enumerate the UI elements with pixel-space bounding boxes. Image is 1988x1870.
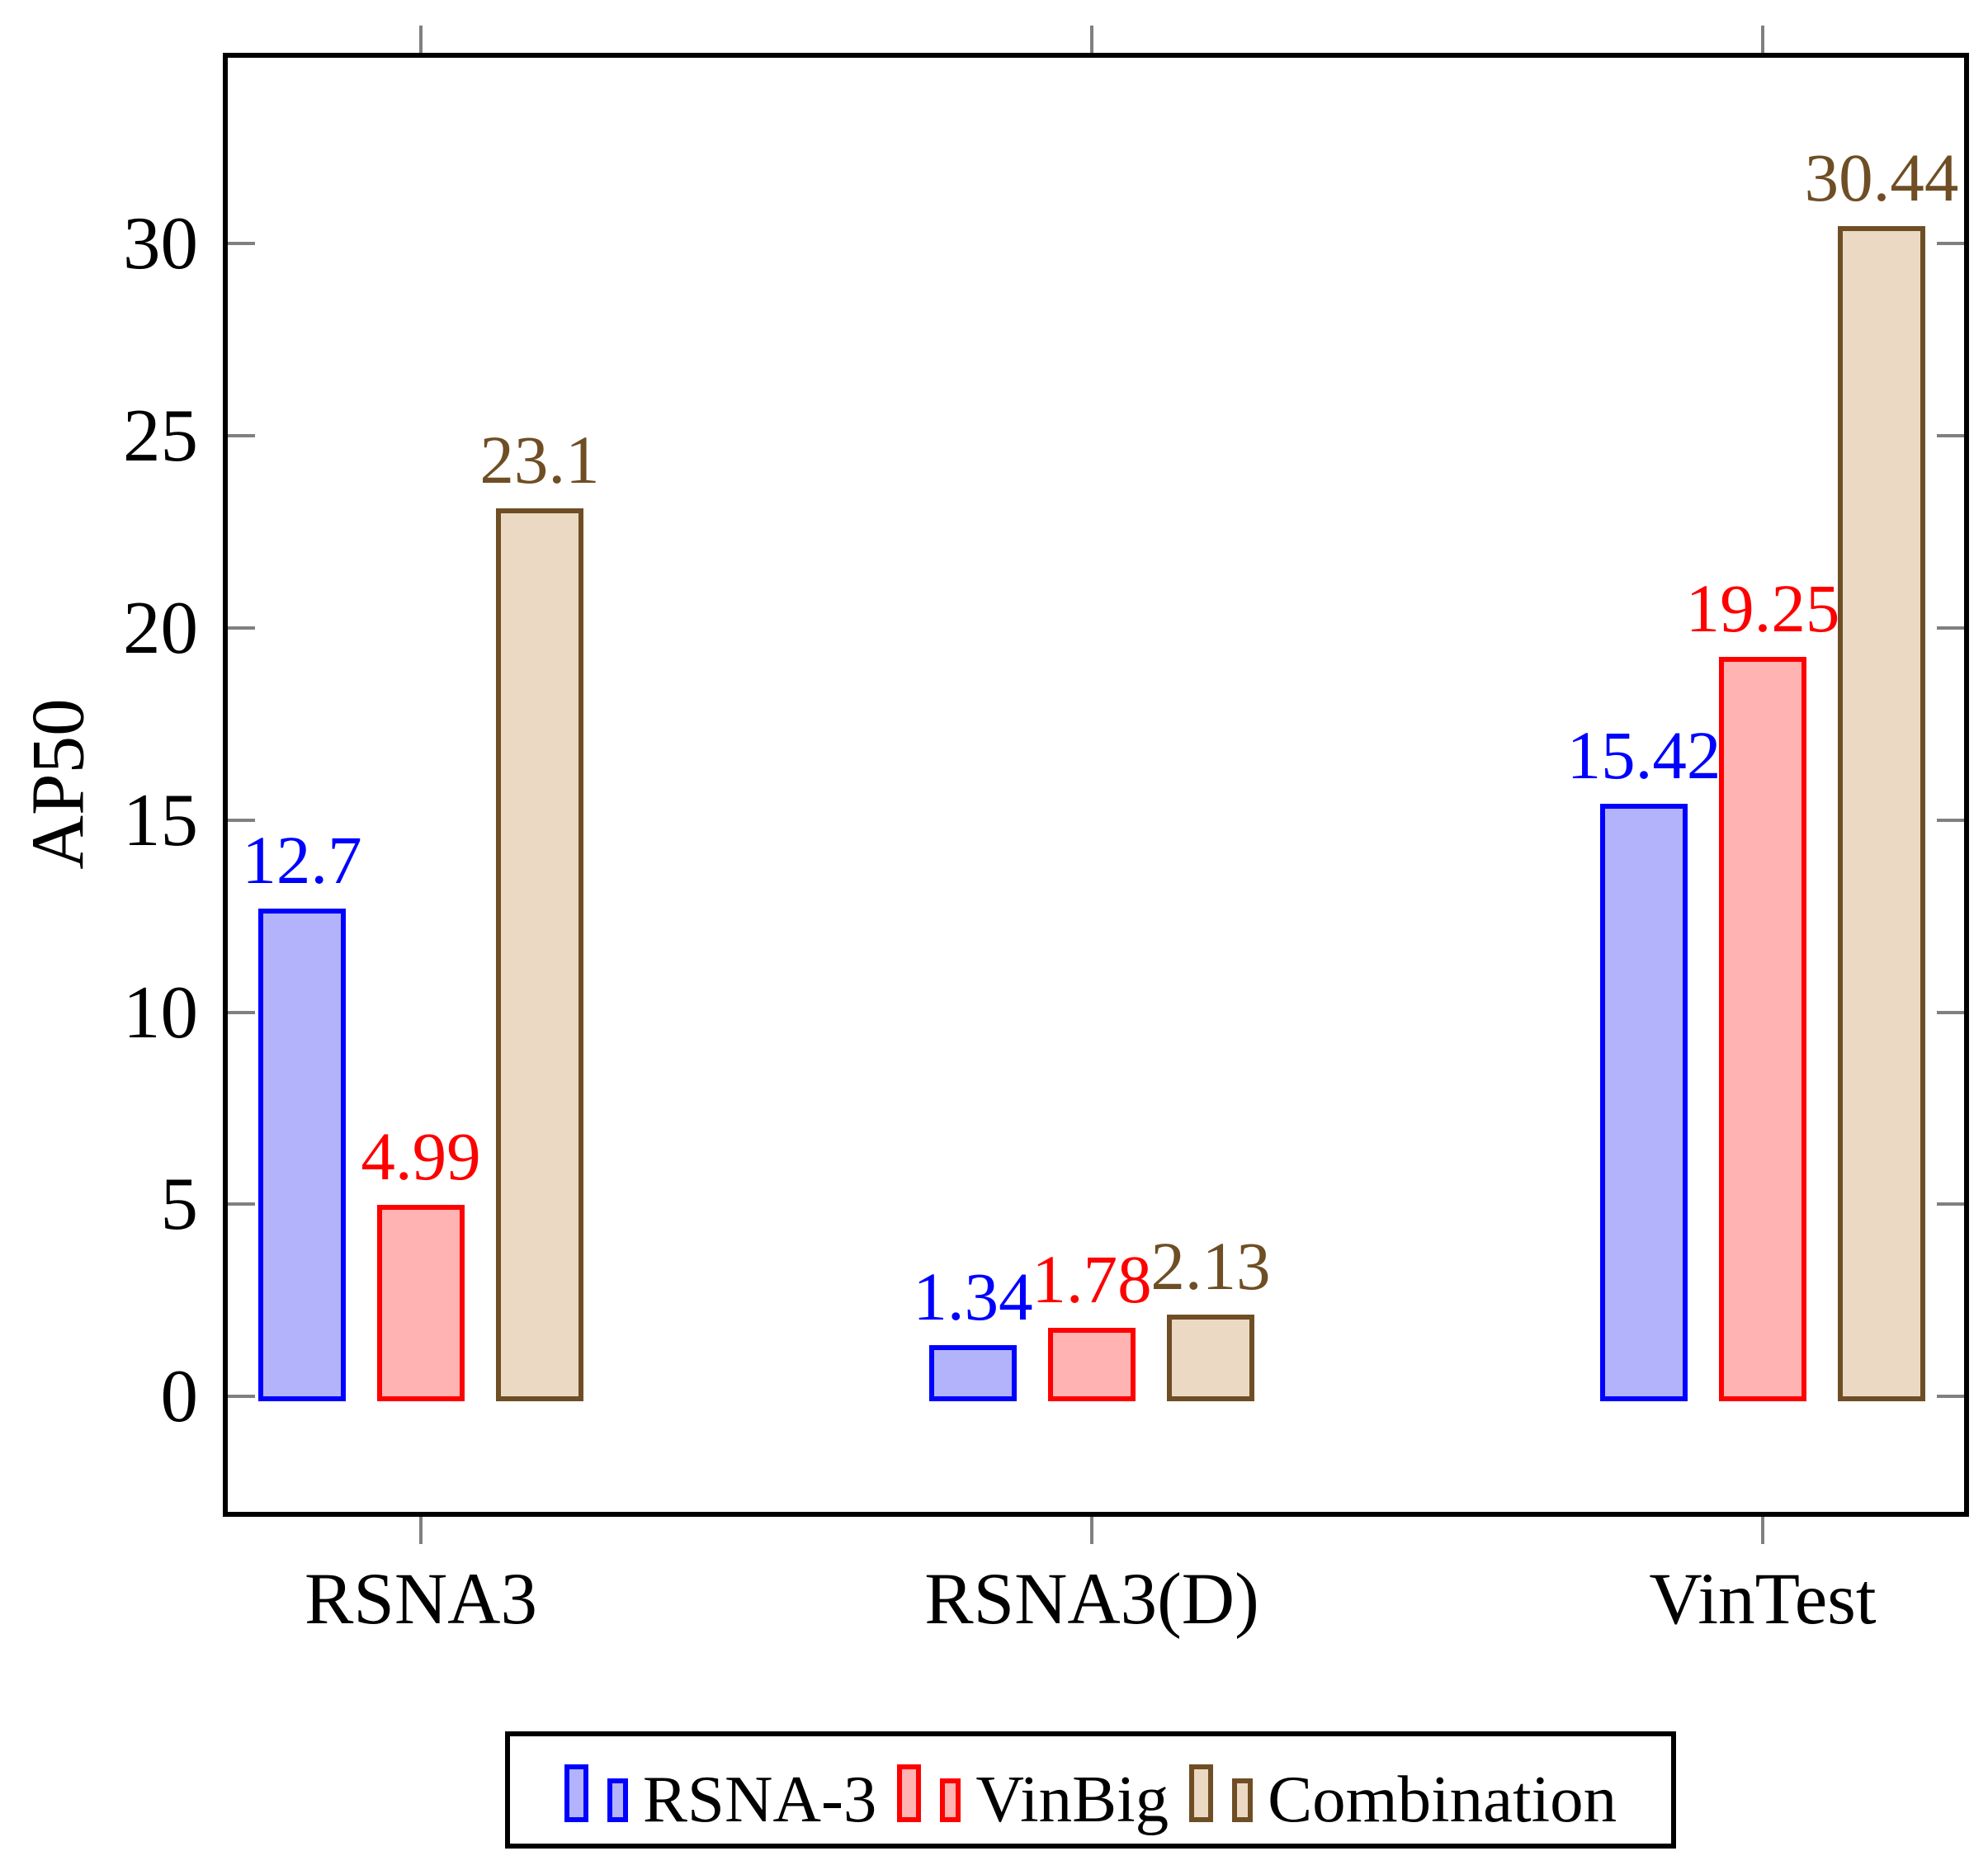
y-tick-label: 25 <box>123 393 198 477</box>
plot-area <box>223 53 1969 1517</box>
y-tick-left <box>228 626 255 630</box>
y-tick-right <box>1937 818 1964 822</box>
bar-combination-rsna3-d <box>1167 1315 1254 1402</box>
x-category-label-rsna3-d: RSNA3(D) <box>924 1559 1259 1640</box>
y-tick-right <box>1937 1202 1964 1207</box>
y-tick-label: 10 <box>123 970 198 1054</box>
legend-swatch-icon-rsna-3 <box>607 1778 628 1822</box>
legend-label-combination: Combination <box>1268 1762 1617 1836</box>
bar-value-label-vinbig-rsna3-d: 1.78 <box>1032 1241 1152 1318</box>
y-tick-right <box>1937 241 1964 245</box>
x-tick-top <box>419 26 423 53</box>
legend-label-rsna-3: RSNA-3 <box>642 1762 877 1836</box>
x-tick-bottom <box>1090 1517 1093 1544</box>
legend-swatch-icon-rsna-3 <box>564 1764 588 1822</box>
y-tick-left <box>228 433 255 437</box>
bar-rsna-3-rsna3 <box>258 908 346 1402</box>
legend-label-vinbig: VinBig <box>975 1762 1169 1836</box>
legend-box: RSNA-3 VinBig Combination <box>505 1731 1676 1849</box>
legend-entry-rsna-3: RSNA-3 <box>564 1748 876 1833</box>
y-tick-label: 5 <box>160 1162 199 1246</box>
y-tick-left <box>228 1010 255 1014</box>
legend-swatch-icon-combination <box>1232 1778 1254 1822</box>
bar-vinbig-vintest <box>1719 656 1806 1402</box>
bar-vinbig-rsna3 <box>377 1204 465 1402</box>
x-category-label-rsna3: RSNA3 <box>305 1559 537 1640</box>
y-tick-right <box>1937 1010 1964 1014</box>
y-tick-right <box>1937 433 1964 437</box>
y-tick-left <box>228 241 255 245</box>
y-tick-label: 20 <box>123 585 198 669</box>
bar-value-label-combination-rsna3-d: 2.13 <box>1150 1228 1271 1305</box>
y-tick-right <box>1937 626 1964 630</box>
legend-swatch-icon-vinbig <box>940 1778 961 1822</box>
legend-swatch-icon-vinbig <box>897 1764 922 1822</box>
bar-rsna-3-rsna3-d <box>929 1344 1017 1402</box>
y-tick-label: 15 <box>123 777 198 862</box>
y-tick-right <box>1937 1395 1964 1399</box>
legend-entry-combination: Combination <box>1189 1748 1617 1833</box>
y-tick-label: 30 <box>123 201 198 285</box>
x-tick-top <box>1761 26 1764 53</box>
bar-vinbig-rsna3-d <box>1048 1328 1136 1402</box>
y-tick-left <box>228 818 255 822</box>
bar-combination-vintest <box>1838 226 1925 1402</box>
x-category-label-vintest: VinTest <box>1649 1559 1877 1640</box>
x-tick-top <box>1090 26 1093 53</box>
bar-value-label-rsna-3-rsna3: 12.7 <box>242 821 362 898</box>
bar-value-label-combination-rsna3: 23.1 <box>479 422 600 498</box>
bar-rsna-3-vintest <box>1600 804 1688 1402</box>
bar-combination-rsna3 <box>496 508 583 1402</box>
x-tick-bottom <box>1761 1517 1764 1544</box>
legend-entry-vinbig: VinBig <box>897 1748 1169 1833</box>
y-tick-label: 0 <box>160 1354 199 1438</box>
bar-value-label-vinbig-vintest: 19.25 <box>1685 569 1840 646</box>
bar-value-label-combination-vintest: 30.44 <box>1804 139 1959 216</box>
x-tick-bottom <box>419 1517 423 1544</box>
y-tick-left <box>228 1395 255 1399</box>
bar-value-label-rsna-3-vintest: 15.42 <box>1566 717 1721 794</box>
legend-swatch-icon-combination <box>1189 1764 1214 1822</box>
bar-value-label-vinbig-rsna3: 4.99 <box>361 1117 481 1194</box>
bar-value-label-rsna-3-rsna3-d: 1.34 <box>913 1258 1033 1334</box>
y-tick-left <box>228 1202 255 1207</box>
